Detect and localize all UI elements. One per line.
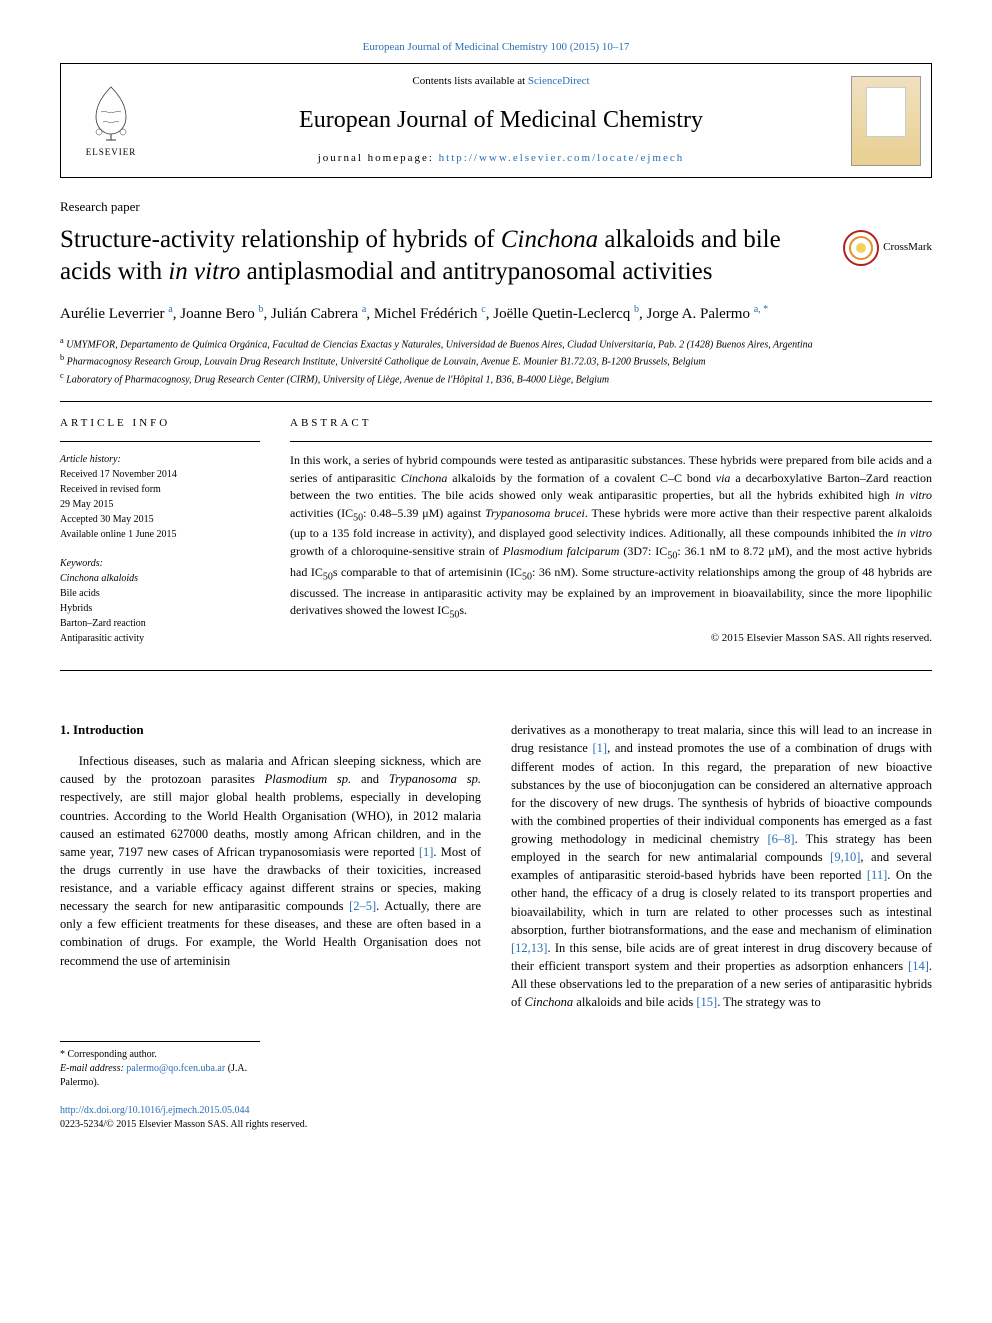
affiliation-c: c Laboratory of Pharmacognosy, Drug Rese… bbox=[60, 370, 932, 387]
cover-inner bbox=[866, 87, 906, 137]
abstract-text: In this work, a series of hybrid compoun… bbox=[290, 452, 932, 623]
aff-text-c: Laboratory of Pharmacognosy, Drug Resear… bbox=[66, 374, 609, 385]
abstract-copyright: © 2015 Elsevier Masson SAS. All rights r… bbox=[290, 631, 932, 646]
homepage-url[interactable]: http://www.elsevier.com/locate/ejmech bbox=[439, 152, 685, 164]
elsevier-name: ELSEVIER bbox=[86, 146, 137, 159]
header-center: Contents lists available at ScienceDirec… bbox=[151, 74, 851, 166]
abstract-column: abstract In this work, a series of hybri… bbox=[290, 416, 932, 660]
divider-top bbox=[60, 401, 932, 402]
crossmark-badge[interactable]: CrossMark bbox=[843, 230, 932, 266]
keyword-1: Bile acids bbox=[60, 586, 260, 601]
article-history-block: Article history: Received 17 November 20… bbox=[60, 452, 260, 542]
email-link[interactable]: palermo@qo.fcen.uba.ar bbox=[126, 1063, 225, 1074]
history-line-1: Received in revised form bbox=[60, 482, 260, 497]
doi-link[interactable]: http://dx.doi.org/10.1016/j.ejmech.2015.… bbox=[60, 1105, 250, 1116]
page-footer: http://dx.doi.org/10.1016/j.ejmech.2015.… bbox=[60, 1104, 932, 1132]
info-abstract-row: article info Article history: Received 1… bbox=[60, 416, 932, 660]
elsevier-logo: ELSEVIER bbox=[71, 76, 151, 166]
history-line-3: Accepted 30 May 2015 bbox=[60, 512, 260, 527]
issn-copyright: 0223-5234/© 2015 Elsevier Masson SAS. Al… bbox=[60, 1118, 932, 1132]
aff-text-a: UMYMFOR, Departamento de Química Orgánic… bbox=[66, 339, 812, 350]
keywords-label: Keywords: bbox=[60, 556, 260, 571]
email-line: E-mail address: palermo@qo.fcen.uba.ar (… bbox=[60, 1062, 260, 1090]
divider-bottom bbox=[60, 670, 932, 671]
history-line-4: Available online 1 June 2015 bbox=[60, 527, 260, 542]
keyword-4: Antiparasitic activity bbox=[60, 631, 260, 646]
body-paragraph-1: Infectious diseases, such as malaria and… bbox=[60, 752, 481, 970]
crossmark-icon bbox=[843, 230, 879, 266]
citation-header: European Journal of Medicinal Chemistry … bbox=[60, 40, 932, 55]
sciencedirect-link[interactable]: ScienceDirect bbox=[528, 75, 590, 87]
aff-text-b: Pharmacognosy Research Group, Louvain Dr… bbox=[67, 357, 706, 368]
affiliation-a: a UMYMFOR, Departamento de Química Orgán… bbox=[60, 335, 932, 352]
journal-homepage: journal homepage: http://www.elsevier.co… bbox=[151, 151, 851, 166]
body-paragraph-2: derivatives as a monotherapy to treat ma… bbox=[511, 721, 932, 1011]
section-title: Introduction bbox=[73, 722, 144, 737]
corresponding-label: * Corresponding author. bbox=[60, 1048, 260, 1062]
elsevier-tree-icon bbox=[81, 82, 141, 142]
keywords-block: Keywords: Cinchona alkaloids Bile acids … bbox=[60, 556, 260, 646]
info-divider-1 bbox=[60, 441, 260, 442]
keyword-2: Hybrids bbox=[60, 601, 260, 616]
article-info-heading: article info bbox=[60, 416, 260, 431]
homepage-label: journal homepage: bbox=[318, 152, 439, 164]
contents-line: Contents lists available at ScienceDirec… bbox=[151, 74, 851, 89]
contents-text: Contents lists available at bbox=[412, 75, 527, 87]
journal-cover-thumbnail bbox=[851, 76, 921, 166]
journal-name: European Journal of Medicinal Chemistry bbox=[151, 104, 851, 138]
affiliations: a UMYMFOR, Departamento de Química Orgán… bbox=[60, 335, 932, 387]
article-title: Structure-activity relationship of hybri… bbox=[60, 224, 823, 289]
title-row: Structure-activity relationship of hybri… bbox=[60, 224, 932, 289]
aff-sup-a: a bbox=[60, 336, 64, 345]
abstract-divider bbox=[290, 441, 932, 442]
abstract-heading: abstract bbox=[290, 416, 932, 431]
corresponding-author-footer: * Corresponding author. E-mail address: … bbox=[60, 1041, 260, 1090]
affiliation-b: b Pharmacognosy Research Group, Louvain … bbox=[60, 352, 932, 369]
keyword-3: Barton–Zard reaction bbox=[60, 616, 260, 631]
article-type-label: Research paper bbox=[60, 198, 932, 216]
section-heading: 1. Introduction bbox=[60, 721, 481, 740]
section-number: 1. bbox=[60, 722, 70, 737]
history-line-0: Received 17 November 2014 bbox=[60, 467, 260, 482]
keyword-0: Cinchona alkaloids bbox=[60, 571, 260, 586]
email-label: E-mail address: bbox=[60, 1063, 126, 1074]
authors-list: Aurélie Leverrier a, Joanne Bero b, Juli… bbox=[60, 303, 932, 325]
body-columns: 1. Introduction Infectious diseases, suc… bbox=[60, 721, 932, 1011]
journal-header-panel: ELSEVIER Contents lists available at Sci… bbox=[60, 63, 932, 177]
aff-sup-c: c bbox=[60, 371, 64, 380]
article-info-column: article info Article history: Received 1… bbox=[60, 416, 260, 660]
aff-sup-b: b bbox=[60, 353, 64, 362]
history-line-2: 29 May 2015 bbox=[60, 497, 260, 512]
crossmark-text: CrossMark bbox=[883, 240, 932, 255]
history-label: Article history: bbox=[60, 452, 260, 467]
